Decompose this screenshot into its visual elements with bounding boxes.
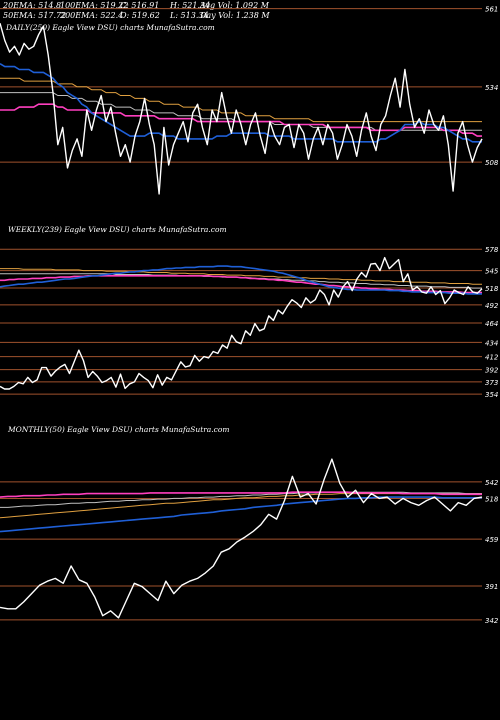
daily-ema200-line	[0, 77, 482, 123]
daily-level-label-1: 534	[485, 84, 498, 92]
monthly-ema50-line	[0, 491, 482, 498]
daily-chart: 561 534 508	[0, 6, 499, 195]
weekly-level-label-0: 578	[485, 246, 499, 254]
weekly-level-label-5: 434	[485, 339, 498, 347]
ema20-label: 20EMA: 514.8	[3, 1, 62, 10]
weekly-level-label-6: 412	[485, 354, 499, 362]
daily-price-line	[0, 23, 483, 195]
weekly-level-label-4: 464	[485, 320, 498, 328]
weekly-price-line	[0, 256, 483, 390]
daily-chart-title: DAILY(250) Eagle View DSU) charts Munafa…	[6, 23, 215, 32]
low-label: L: 513.34	[170, 11, 209, 20]
monthly-level-label-2: 459	[485, 536, 499, 544]
daily-chart-panel: DAILY(250) Eagle View DSU) charts Munafa…	[0, 0, 500, 220]
daily-level-label-0: 561	[485, 6, 498, 14]
daily-level-label-2: 508	[485, 159, 499, 167]
ema200-label: 200EMA: 522.4	[60, 11, 124, 20]
weekly-level-label-8: 373	[485, 379, 498, 387]
high-label: H: 521.34	[170, 1, 211, 10]
monthly-price-line	[0, 458, 483, 619]
avg-vol-label: Avg Vol: 1.092 M	[200, 1, 269, 10]
monthly-level-label-3: 391	[485, 583, 498, 591]
weekly-level-label-3: 492	[485, 302, 499, 310]
monthly-ema20-line	[0, 496, 482, 533]
monthly-ema100-line	[0, 491, 482, 508]
day-vol-label: Day Vol: 1.238 M	[200, 11, 270, 20]
weekly-chart-title: WEEKLY(239) Eagle View DSU) charts Munaf…	[8, 225, 227, 234]
weekly-level-label-9: 354	[485, 391, 498, 399]
monthly-level-label-4: 342	[485, 617, 499, 625]
monthly-chart-panel: MONTHLY(50) Eagle View DSU) charts Munaf…	[0, 425, 500, 635]
weekly-chart-panel: WEEKLY(239) Eagle View DSU) charts Munaf…	[0, 225, 500, 400]
open-label: O: 519.62	[120, 11, 160, 20]
weekly-level-label-1: 545	[485, 268, 499, 276]
weekly-chart: 578 545 518 492 464 434 412 392 373 354	[0, 246, 499, 399]
weekly-ema20-line	[0, 265, 482, 295]
weekly-level-label-2: 518	[485, 285, 499, 293]
monthly-level-label-1: 518	[485, 495, 499, 503]
ema50-label: 50EMA: 517.72	[3, 11, 67, 20]
close-label: C: 516.91	[120, 1, 160, 10]
daily-ema20-line	[0, 63, 482, 143]
weekly-ema50-line	[0, 274, 482, 294]
monthly-chart: 542 518 459 391 342	[0, 458, 499, 625]
monthly-chart-title: MONTHLY(50) Eagle View DSU) charts Munaf…	[8, 425, 230, 434]
daily-ema50-line	[0, 103, 482, 137]
monthly-level-label-0: 542	[485, 479, 499, 487]
ema100-label: 100EMA: 519.22	[60, 1, 129, 10]
weekly-level-label-7: 392	[485, 367, 499, 375]
weekly-ema200-line	[0, 268, 482, 285]
